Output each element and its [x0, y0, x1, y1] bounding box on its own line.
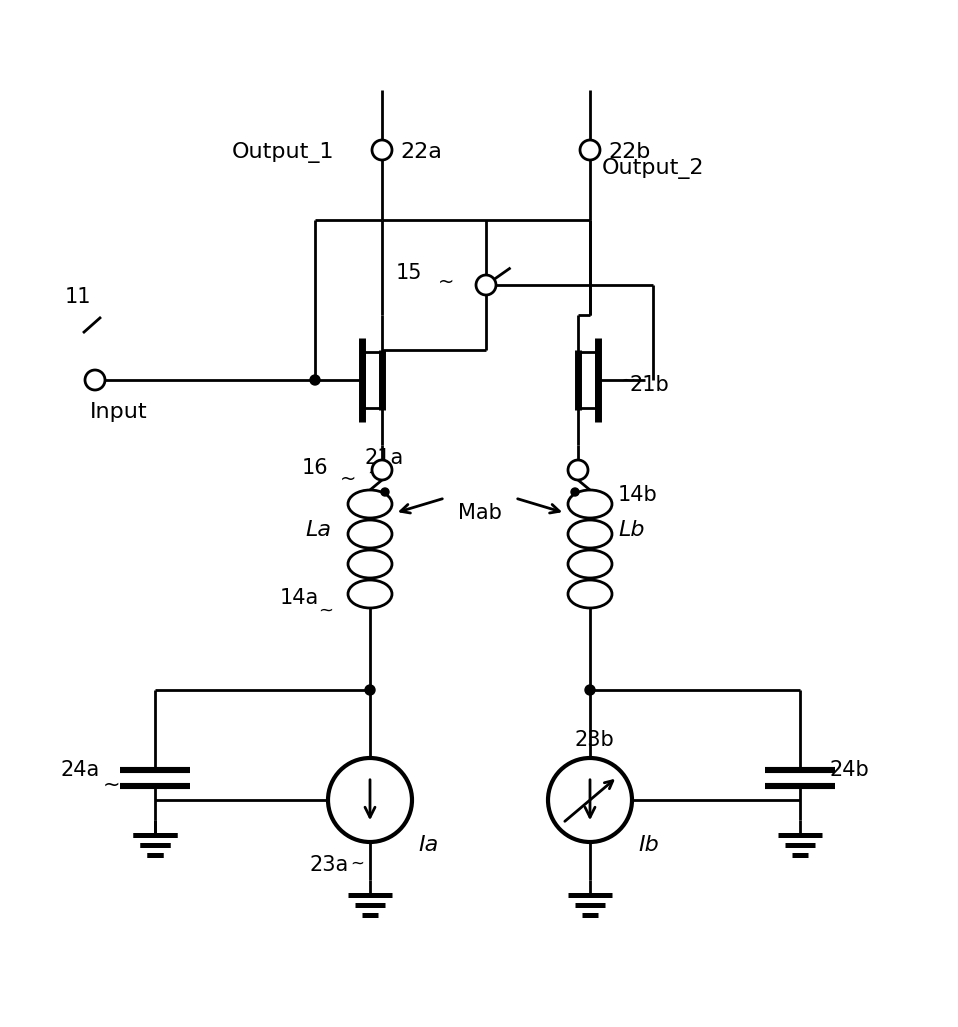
Circle shape [365, 685, 375, 695]
Text: 22b: 22b [608, 142, 650, 162]
Text: 24a: 24a [60, 760, 100, 779]
Circle shape [571, 488, 579, 496]
Text: ~: ~ [103, 775, 121, 795]
Text: 11: 11 [65, 287, 92, 307]
Circle shape [372, 460, 392, 480]
Circle shape [585, 685, 595, 695]
Circle shape [372, 140, 392, 160]
Text: ~: ~ [438, 273, 454, 292]
Circle shape [328, 758, 412, 842]
Text: 15: 15 [396, 263, 422, 283]
Text: 14a: 14a [280, 588, 319, 608]
Text: Lb: Lb [618, 520, 645, 540]
Text: Output_2: Output_2 [602, 158, 704, 179]
Text: Ib: Ib [638, 835, 659, 855]
Text: 23b: 23b [575, 730, 615, 750]
Text: Output_1: Output_1 [232, 142, 334, 163]
Text: 14b: 14b [618, 485, 658, 505]
Text: 23a: 23a [310, 855, 350, 875]
Text: 21a: 21a [365, 448, 404, 468]
Circle shape [580, 140, 600, 160]
Text: ~: ~ [367, 464, 382, 482]
Text: Ia: Ia [418, 835, 438, 855]
Circle shape [548, 758, 632, 842]
Text: ~: ~ [340, 470, 356, 489]
Text: 22a: 22a [400, 142, 442, 162]
Text: La: La [305, 520, 331, 540]
Text: 16: 16 [302, 458, 329, 478]
Text: ~: ~ [815, 760, 833, 779]
Circle shape [85, 370, 105, 390]
Text: 24b: 24b [830, 760, 870, 779]
Circle shape [381, 488, 389, 496]
Text: ~: ~ [350, 855, 364, 873]
Text: 21b: 21b [630, 375, 670, 395]
Circle shape [476, 275, 496, 295]
Text: Input: Input [90, 402, 148, 422]
Circle shape [568, 460, 588, 480]
Circle shape [310, 375, 320, 385]
Text: Mab: Mab [458, 503, 502, 523]
Text: ~: ~ [318, 602, 333, 620]
Text: ~: ~ [620, 372, 635, 390]
